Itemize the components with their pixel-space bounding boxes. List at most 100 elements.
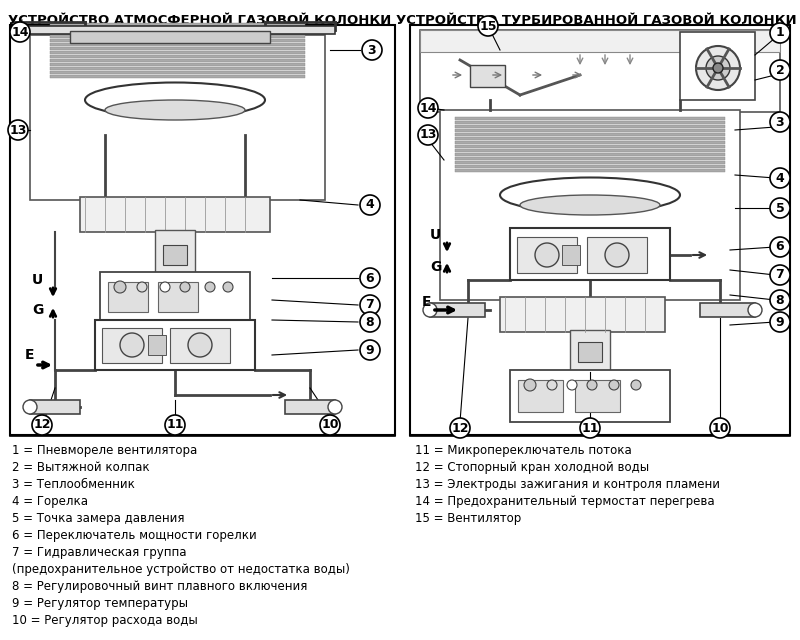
- Circle shape: [580, 418, 600, 438]
- Text: 15: 15: [479, 19, 497, 33]
- Circle shape: [631, 380, 641, 390]
- Text: 14: 14: [419, 102, 437, 115]
- Bar: [50, 27, 305, 30]
- Text: 7: 7: [776, 269, 784, 282]
- Bar: [50, 31, 305, 34]
- Text: 7: 7: [366, 298, 374, 312]
- Bar: [100, 272, 250, 322]
- Bar: [455, 117, 725, 120]
- Bar: [50, 71, 305, 74]
- Text: 14: 14: [11, 26, 29, 38]
- Circle shape: [770, 312, 790, 332]
- Bar: [50, 51, 305, 54]
- Text: 4 = Горелка: 4 = Горелка: [12, 495, 88, 508]
- Circle shape: [706, 56, 730, 80]
- Text: 14 = Предохранительный термостат перегрева: 14 = Предохранительный термостат перегре…: [415, 495, 714, 508]
- Text: 6: 6: [366, 271, 374, 285]
- Bar: [500, 297, 665, 332]
- Text: 7 = Гидравлическая группа: 7 = Гидравлическая группа: [12, 546, 186, 559]
- Text: G: G: [430, 260, 442, 274]
- Bar: [50, 55, 305, 58]
- Bar: [455, 121, 725, 124]
- Bar: [455, 145, 725, 148]
- Text: 5 = Точка замера давления: 5 = Точка замера давления: [12, 512, 185, 525]
- Bar: [80, 197, 270, 232]
- Text: 11 = Микропереключатель потока: 11 = Микропереключатель потока: [415, 444, 632, 457]
- Bar: [455, 165, 725, 168]
- Circle shape: [360, 312, 380, 332]
- Circle shape: [32, 415, 52, 435]
- Bar: [50, 43, 305, 46]
- Text: 12: 12: [34, 419, 50, 431]
- Text: avtonomnoetepl.ru: avtonomnoetepl.ru: [109, 281, 281, 299]
- Bar: [455, 133, 725, 136]
- Circle shape: [770, 112, 790, 132]
- Bar: [15, 26, 335, 34]
- Bar: [455, 153, 725, 156]
- Bar: [158, 282, 198, 312]
- Text: (предохранительное устройство от недостатка воды): (предохранительное устройство от недоста…: [12, 563, 350, 576]
- Bar: [70, 31, 270, 43]
- Circle shape: [360, 268, 380, 288]
- Bar: [680, 32, 755, 100]
- Text: 11: 11: [582, 422, 598, 435]
- Text: 8: 8: [776, 294, 784, 307]
- Bar: [562, 245, 580, 265]
- Circle shape: [205, 282, 215, 292]
- Circle shape: [23, 400, 37, 414]
- Bar: [575, 380, 620, 412]
- Circle shape: [567, 380, 577, 390]
- Text: 2 = Вытяжной колпак: 2 = Вытяжной колпак: [12, 461, 150, 474]
- Text: U: U: [430, 228, 442, 242]
- Text: U: U: [32, 273, 43, 287]
- Circle shape: [223, 282, 233, 292]
- Text: 4: 4: [776, 172, 784, 184]
- Bar: [50, 23, 305, 26]
- Text: E: E: [422, 295, 431, 309]
- Circle shape: [160, 282, 170, 292]
- Circle shape: [165, 415, 185, 435]
- Circle shape: [587, 380, 597, 390]
- Circle shape: [696, 46, 740, 90]
- Circle shape: [770, 290, 790, 310]
- Text: 4: 4: [366, 198, 374, 211]
- Circle shape: [114, 281, 126, 293]
- Text: 3 = Теплообменник: 3 = Теплообменник: [12, 478, 135, 491]
- Circle shape: [360, 340, 380, 360]
- Text: 3: 3: [368, 44, 376, 56]
- Text: 13 = Электроды зажигания и контроля пламени: 13 = Электроды зажигания и контроля плам…: [415, 478, 720, 491]
- Circle shape: [320, 415, 340, 435]
- Bar: [50, 75, 305, 78]
- Bar: [455, 141, 725, 144]
- Bar: [50, 59, 305, 62]
- Text: 2: 2: [776, 63, 784, 77]
- Circle shape: [770, 237, 790, 257]
- Circle shape: [710, 418, 730, 438]
- Bar: [285, 400, 335, 414]
- Circle shape: [328, 400, 342, 414]
- Bar: [455, 149, 725, 152]
- Circle shape: [524, 379, 536, 391]
- Circle shape: [535, 243, 559, 267]
- Bar: [455, 161, 725, 164]
- Text: 12 = Стопорный кран холодной воды: 12 = Стопорный кран холодной воды: [415, 461, 649, 474]
- Text: 1 = Пневмореле вентилятора: 1 = Пневмореле вентилятора: [12, 444, 198, 457]
- Circle shape: [770, 23, 790, 43]
- Bar: [570, 330, 610, 372]
- Circle shape: [609, 380, 619, 390]
- Bar: [510, 370, 670, 422]
- Text: 8 = Регулировочный винт плавного включения: 8 = Регулировочный винт плавного включен…: [12, 580, 307, 593]
- Bar: [518, 380, 563, 412]
- Bar: [108, 282, 148, 312]
- Bar: [455, 129, 725, 132]
- Bar: [455, 169, 725, 172]
- Text: 3: 3: [776, 115, 784, 129]
- Circle shape: [10, 22, 30, 42]
- Bar: [517, 237, 577, 273]
- Text: E: E: [25, 348, 34, 362]
- Bar: [440, 110, 740, 300]
- Circle shape: [418, 125, 438, 145]
- Circle shape: [120, 333, 144, 357]
- Circle shape: [418, 98, 438, 118]
- Circle shape: [770, 265, 790, 285]
